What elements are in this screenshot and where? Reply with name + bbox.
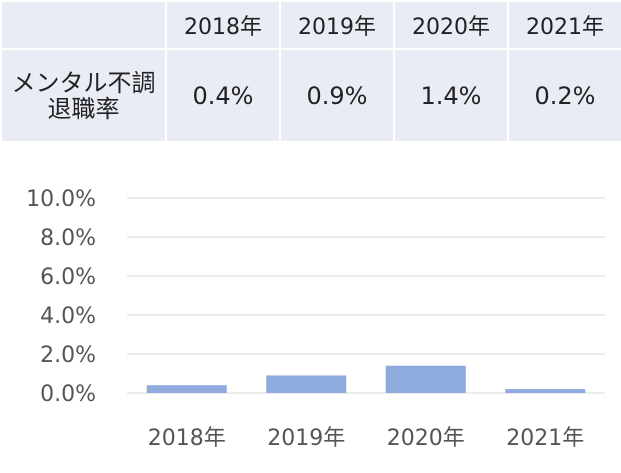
bar-chart: 0.0% 2.0% 4.0% 6.0% 8.0% 10.0% 2018年 2019年 2020… [26,187,605,451]
year-header-2020: 2020年 [393,0,509,50]
year-header-2021: 2021年 [507,0,621,50]
x-tick-label: 2018年 [148,426,226,451]
x-tick-labels: 2018年 2019年 2020年 2021年 [148,426,585,451]
table-corner-cell [0,0,167,50]
y-tick-labels: 0.0% 2.0% 4.0% 6.0% 8.0% 10.0% [26,187,96,407]
year-header-2018: 2018年 [165,0,281,50]
y-tick-label: 10.0% [26,187,96,212]
y-tick-label: 0.0% [40,382,96,407]
table-value-row: メンタル不調 退職率 0.4% 0.9% 1.4% 0.2% [0,48,621,143]
y-tick-label: 2.0% [40,343,96,368]
y-tick-label: 8.0% [40,226,96,251]
bar [505,389,586,393]
row-label-line1: メンタル不調 [11,68,156,97]
x-tick-label: 2021年 [506,426,584,451]
retention-table: 2018年 2019年 2020年 2021年 メンタル不調 退職率 0.4% … [0,0,621,143]
bar [385,365,466,393]
bars [146,365,586,393]
value-cell-2021: 0.2% [507,48,621,143]
bar [266,375,347,393]
table-header-row: 2018年 2019年 2020年 2021年 [0,0,621,50]
row-label: メンタル不調 退職率 [0,48,167,143]
bar [146,385,227,393]
grid-lines [127,197,605,394]
value-cell-2019: 0.9% [279,48,395,143]
row-label-line2: 退職率 [47,94,120,123]
x-tick-label: 2020年 [387,426,465,451]
x-tick-label: 2019年 [267,426,345,451]
y-tick-label: 4.0% [40,304,96,329]
year-header-2019: 2019年 [279,0,395,50]
value-cell-2018: 0.4% [165,48,281,143]
y-tick-label: 6.0% [40,265,96,290]
value-cell-2020: 1.4% [393,48,509,143]
